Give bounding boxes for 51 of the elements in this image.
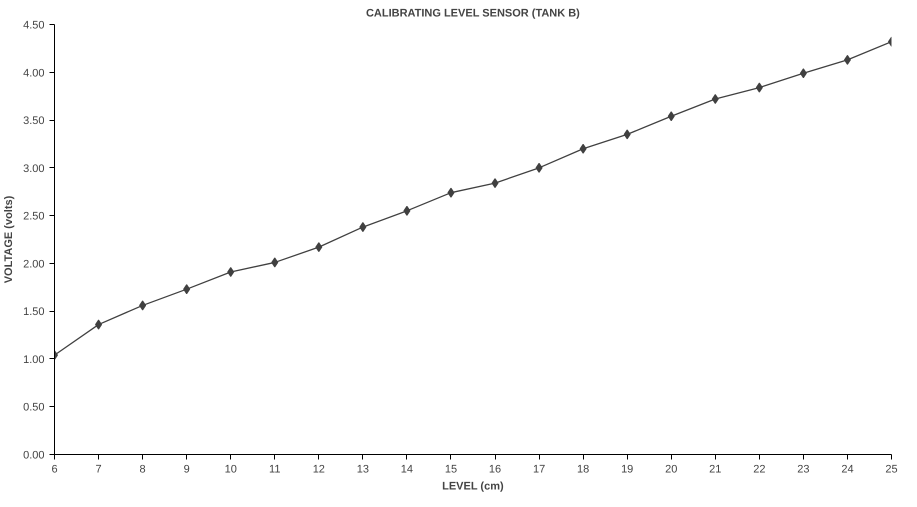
point: [139, 300, 146, 310]
y-tick-label: 1.00: [23, 354, 45, 366]
x-tick-label: 16: [488, 464, 502, 476]
y-axis-title: VOLTAGE (volts): [3, 195, 16, 284]
x-tick-label: 22: [753, 464, 766, 476]
point: [756, 82, 763, 93]
x-tick-label: 24: [841, 464, 854, 476]
point: [536, 162, 543, 173]
y-tick-label: 1.50: [23, 306, 45, 318]
y-tick-label: 3.50: [23, 115, 45, 128]
x-tick-label: 7: [95, 464, 102, 476]
y-tick-label: 0.50: [23, 402, 45, 414]
x-tick-label: 20: [665, 464, 678, 476]
point: [668, 111, 675, 122]
y-tick-label: 4.50: [23, 20, 45, 32]
y-tick-label: 0.00: [23, 450, 45, 462]
point: [315, 242, 322, 252]
y-tick-label: 3.00: [23, 162, 45, 175]
x-tick-label: 6: [51, 464, 58, 476]
x-tick-label: 11: [269, 464, 280, 476]
x-tick-label: 14: [400, 464, 414, 476]
x-tick-label: 13: [356, 464, 369, 476]
x-tick-label: 15: [444, 464, 458, 476]
point: [844, 54, 851, 65]
x-tick-label: 19: [621, 464, 634, 476]
x-tick-label: 17: [532, 464, 546, 476]
point: [492, 178, 499, 188]
point: [624, 129, 631, 140]
x-tick-label: 23: [797, 464, 810, 476]
point: [580, 144, 587, 154]
point: [800, 68, 807, 78]
point: [183, 284, 190, 294]
x-axis-title: LEVEL (cm): [442, 480, 504, 492]
point: [95, 320, 102, 330]
x-tick-label: 18: [577, 464, 590, 476]
point: [447, 188, 454, 198]
x-tick-label: 10: [224, 464, 237, 476]
point: [227, 266, 234, 277]
point: [271, 257, 278, 268]
point: [403, 206, 410, 216]
x-tick-label: 8: [140, 464, 146, 476]
x-tick-label: 21: [709, 464, 722, 476]
point: [712, 94, 719, 104]
x-tick-label: 12: [312, 464, 325, 476]
x-tick-label: 9: [184, 464, 190, 476]
x-tick-label: 25: [885, 464, 898, 476]
y-tick-label: 4.00: [23, 67, 45, 80]
chart-title: CALIBRATING LEVEL SENSOR (TANK B): [366, 8, 580, 20]
point: [359, 222, 366, 232]
y-tick-label: 2.00: [23, 258, 45, 270]
y-tick-label: 2.50: [23, 210, 45, 223]
